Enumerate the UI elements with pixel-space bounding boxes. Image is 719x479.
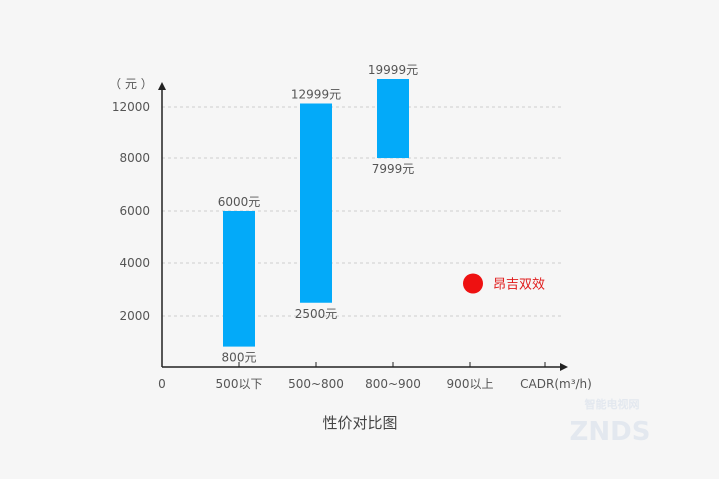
x-axis-label: CADR(m³/h)	[520, 377, 592, 391]
bars: 6000元 800元 12999元 2500元 19999元 7999元	[218, 63, 418, 365]
y-tick-label: 8000	[119, 151, 150, 165]
y-tick-label: 4000	[119, 256, 150, 270]
x-tick-label: 0	[158, 377, 166, 391]
bar-low-label: 2500元	[295, 307, 338, 321]
axes	[158, 82, 568, 371]
y-tick-label: 12000	[112, 100, 150, 114]
x-tick-labels: 0 500以下 500~800 800~900 900以上	[158, 377, 493, 391]
x-axis-arrow	[560, 363, 568, 371]
x-tick-label: 500~800	[288, 377, 344, 391]
y-tick-label: 2000	[119, 309, 150, 323]
y-axis-label: （ 元 ）	[109, 77, 153, 91]
chart-caption: 性价对比图	[322, 414, 397, 432]
x-tick-label: 800~900	[365, 377, 421, 391]
y-axis-arrow	[158, 82, 166, 90]
bar-high-label: 19999元	[368, 63, 418, 77]
product-marker-dot	[463, 273, 483, 294]
y-tick-labels: 2000 4000 6000 8000 12000	[112, 100, 150, 323]
y-tick-label: 6000	[119, 204, 150, 218]
marker-group: 昂吉双效	[463, 273, 545, 294]
watermark-subtitle: 智能电视网	[585, 397, 640, 411]
range-bar	[223, 211, 255, 347]
bar-high-label: 12999元	[291, 88, 341, 102]
bar-high-label: 6000元	[218, 195, 261, 209]
range-bar	[377, 79, 409, 159]
bar-low-label: 800元	[222, 351, 257, 365]
x-tick-label: 500以下	[216, 377, 263, 391]
watermark-text: ZNDS	[570, 417, 651, 447]
bar-low-label: 7999元	[372, 162, 415, 176]
range-bar	[300, 103, 332, 303]
x-tick-label: 900以上	[447, 377, 494, 391]
product-marker-label: 昂吉双效	[493, 278, 545, 293]
